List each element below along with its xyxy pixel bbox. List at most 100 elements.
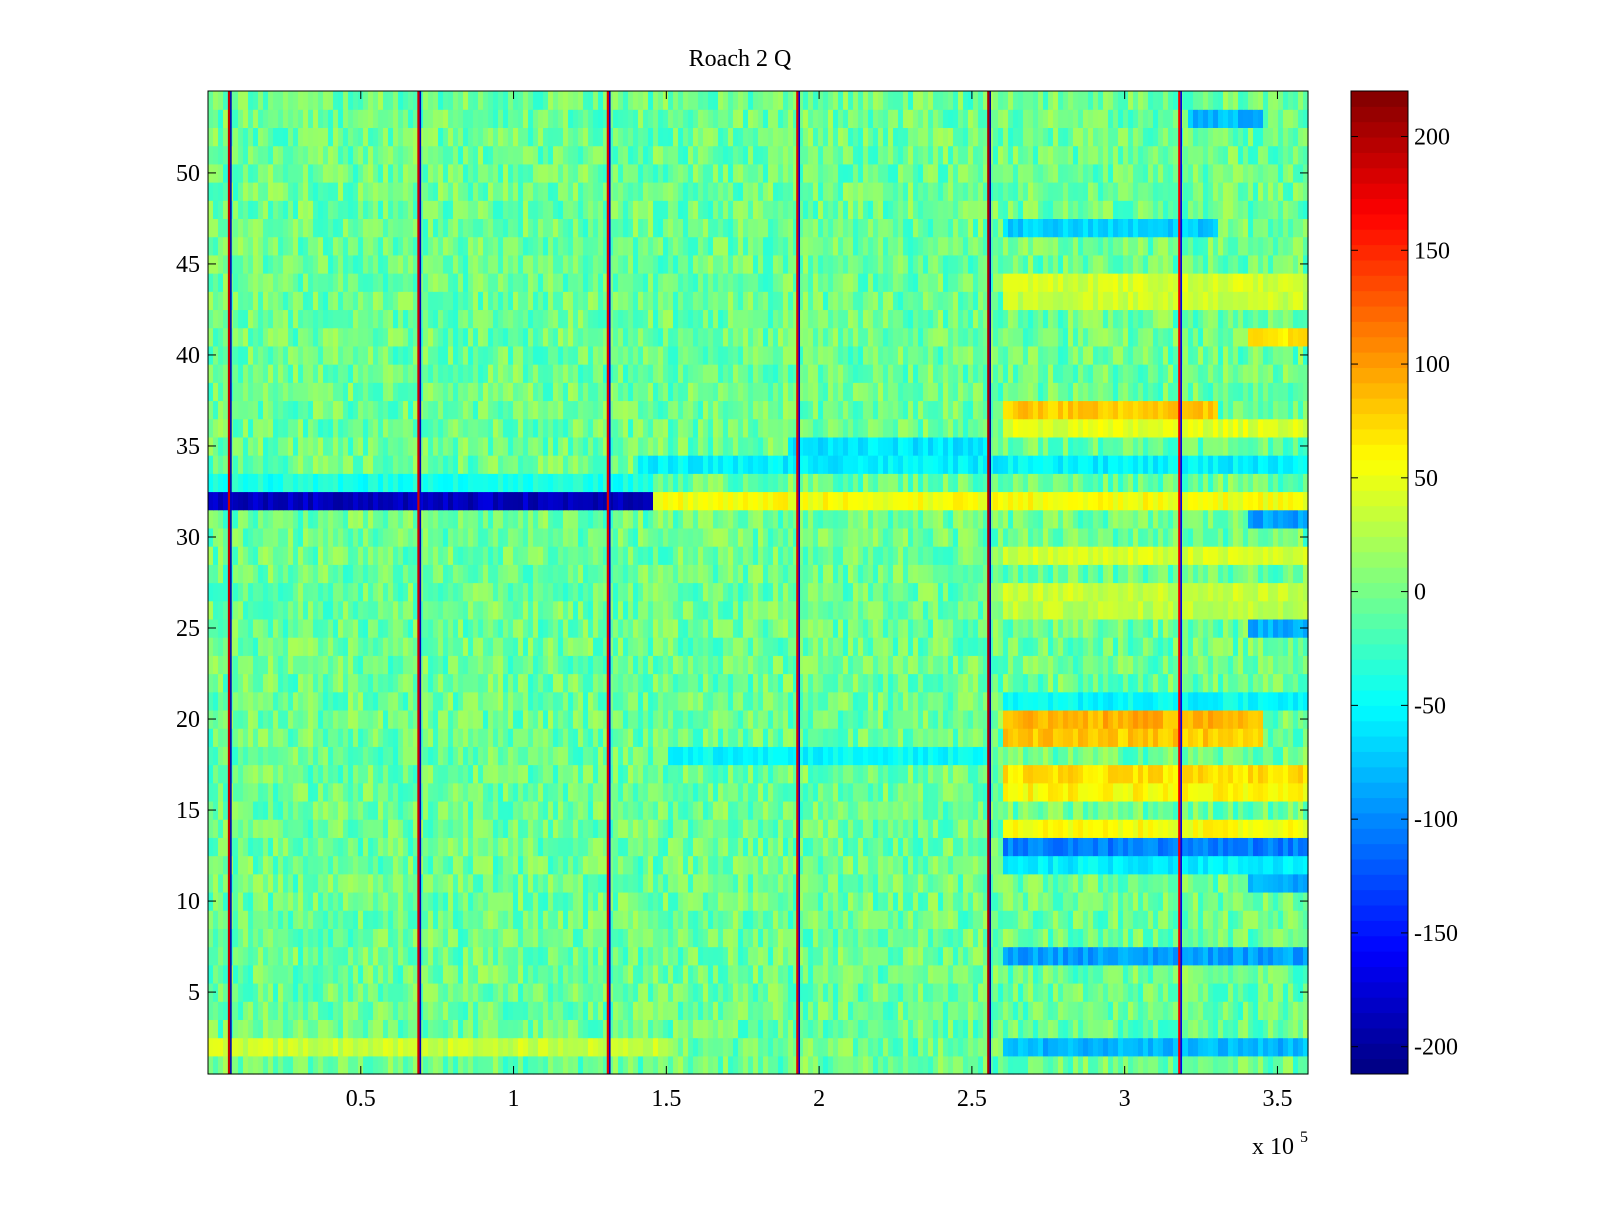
- heatmap-cell: [933, 982, 939, 1002]
- heatmap-cell: [828, 837, 834, 857]
- heatmap-cell: [318, 728, 324, 747]
- heatmap-cell: [1008, 709, 1014, 729]
- heatmap-cell: [903, 1055, 909, 1075]
- heatmap-cell: [528, 928, 534, 948]
- heatmap-cell: [908, 964, 914, 984]
- heatmap-cell: [738, 764, 744, 784]
- heatmap-cell: [543, 964, 549, 984]
- heatmap-cell: [438, 764, 444, 784]
- heatmap-cell: [468, 855, 474, 875]
- heatmap-cell: [1203, 910, 1209, 929]
- heatmap-cell: [248, 800, 254, 820]
- heatmap-cell: [733, 819, 739, 838]
- heatmap-cell: [403, 855, 409, 875]
- heatmap-cell: [913, 1037, 919, 1057]
- heatmap-cell: [393, 655, 399, 675]
- heatmap-cell: [238, 837, 244, 857]
- heatmap-cell: [628, 800, 634, 820]
- heatmap-cell: [873, 728, 879, 747]
- heatmap-cell: [483, 1055, 489, 1075]
- heatmap-cell: [1198, 928, 1204, 948]
- heatmap-cell: [653, 1055, 659, 1075]
- heatmap-cell: [898, 655, 904, 675]
- heatmap-cell: [933, 1055, 939, 1075]
- heatmap-cell: [658, 746, 664, 766]
- heatmap-cell: [1048, 1001, 1054, 1020]
- heatmap-cell: [1063, 746, 1069, 766]
- heatmap-cell: [863, 1037, 869, 1057]
- heatmap-cell: [1223, 819, 1229, 838]
- heatmap-cell: [1153, 673, 1159, 693]
- heatmap-cell: [403, 691, 409, 711]
- heatmap-cell: [258, 928, 264, 948]
- heatmap-cell: [1033, 782, 1039, 802]
- heatmap-cell: [603, 964, 609, 984]
- heatmap-cell: [873, 764, 879, 784]
- heatmap-cell: [948, 1001, 954, 1020]
- heatmap-cell: [753, 819, 759, 838]
- heatmap-cell: [878, 728, 884, 747]
- heatmap-cell: [1068, 819, 1074, 838]
- heatmap-cell: [1033, 728, 1039, 747]
- heatmap-cell: [823, 728, 829, 747]
- heatmap-cell: [1078, 728, 1084, 747]
- heatmap-cell: [648, 728, 654, 747]
- heatmap-cell: [253, 928, 259, 948]
- heatmap-cell: [923, 800, 929, 820]
- heatmap-cell: [283, 709, 289, 729]
- heatmap-cell: [823, 910, 829, 929]
- heatmap-cell: [218, 782, 224, 802]
- heatmap-cell: [543, 910, 549, 929]
- heatmap-cell: [553, 1001, 559, 1020]
- heatmap-cell: [753, 873, 759, 893]
- heatmap-cell: [1053, 1055, 1059, 1075]
- heatmap-cell: [1103, 764, 1109, 784]
- heatmap-cell: [958, 819, 964, 838]
- heatmap-cell: [1253, 709, 1259, 729]
- heatmap-cell: [568, 946, 574, 966]
- heatmap-cell: [1288, 1037, 1294, 1057]
- heatmap-cell: [943, 964, 949, 984]
- heatmap-cell: [708, 928, 714, 948]
- heatmap-cell: [918, 819, 924, 838]
- heatmap-cell: [573, 1055, 579, 1075]
- heatmap-cell: [1268, 928, 1274, 948]
- heatmap-cell: [1248, 946, 1254, 966]
- heatmap-cell: [768, 764, 774, 784]
- heatmap-cell: [1103, 891, 1109, 911]
- heatmap-cell: [1218, 910, 1224, 929]
- heatmap-cell: [893, 655, 899, 675]
- heatmap-cell: [1088, 728, 1094, 747]
- heatmap-cell: [728, 1019, 734, 1039]
- heatmap-cell: [1058, 891, 1064, 911]
- heatmap-cell: [728, 928, 734, 948]
- heatmap-cell: [848, 928, 854, 948]
- heatmap-cell: [1158, 782, 1164, 802]
- heatmap-cell: [1288, 709, 1294, 729]
- heatmap-cell: [608, 891, 614, 911]
- heatmap-cell: [718, 964, 724, 984]
- heatmap-cell: [213, 782, 219, 802]
- heatmap-cell: [638, 1019, 644, 1039]
- heatmap-cell: [473, 873, 479, 893]
- heatmap-cell: [1193, 1037, 1199, 1057]
- heatmap-cell: [913, 1055, 919, 1075]
- heatmap-cell: [783, 782, 789, 802]
- heatmap-cell: [503, 728, 509, 747]
- heatmap-cell: [558, 691, 564, 711]
- heatmap-cell: [883, 1055, 889, 1075]
- heatmap-cell: [908, 728, 914, 747]
- heatmap-cell: [1108, 837, 1114, 857]
- heatmap-cell: [868, 673, 874, 693]
- heatmap-cell: [213, 1037, 219, 1057]
- heatmap-cell: [278, 946, 284, 966]
- heatmap-cell: [913, 891, 919, 911]
- heatmap-cell: [808, 691, 814, 711]
- heatmap-cell: [968, 800, 974, 820]
- heatmap-cell: [248, 891, 254, 911]
- heatmap-cell: [428, 709, 434, 729]
- heatmap-cell: [1063, 691, 1069, 711]
- heatmap-cell: [1248, 673, 1254, 693]
- heatmap-cell: [503, 800, 509, 820]
- heatmap-cell: [643, 873, 649, 893]
